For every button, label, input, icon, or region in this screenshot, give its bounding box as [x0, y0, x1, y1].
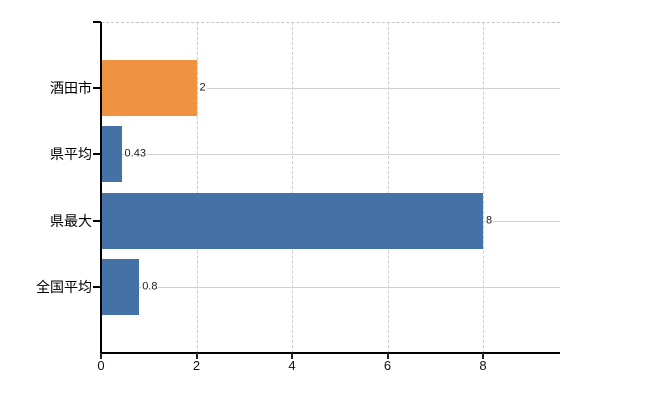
y-axis-tick: [93, 87, 101, 90]
bar-県最大: [101, 192, 483, 249]
category-label-県最大: 県最大: [50, 212, 92, 229]
x-axis-tick: [195, 353, 198, 359]
y-axis-tick: [93, 153, 101, 156]
horizontal-gridline: [101, 154, 560, 156]
vertical-gridline: [483, 22, 484, 353]
plot-area: 2 0.43 8 0.8: [101, 22, 560, 353]
y-axis-tick: [93, 21, 101, 23]
category-label-県平均: 県平均: [50, 146, 92, 163]
x-axis-tick: [482, 353, 484, 359]
x-axis-tick-label-4: 4: [288, 358, 296, 373]
x-axis-tick-label-6: 6: [383, 358, 392, 373]
value-label-県平均: 0.43: [123, 147, 147, 161]
x-axis-tick: [291, 353, 293, 359]
horizontal-gridline: [101, 88, 560, 90]
bar-県平均: [101, 126, 122, 183]
y-axis-tick: [93, 285, 101, 288]
y-axis-tick: [93, 219, 101, 222]
plot-top-border: [101, 22, 560, 23]
vertical-gridline: [292, 22, 293, 353]
horizontal-gridline: [101, 286, 560, 288]
value-label-県最大: 8: [485, 214, 494, 228]
x-axis-tick-label-2: 2: [192, 358, 201, 373]
bar-酒田市: [101, 60, 197, 117]
x-axis-tick: [386, 353, 389, 359]
value-label-全国平均: 0.8: [141, 280, 159, 294]
x-axis-line: [100, 352, 560, 354]
x-axis-tick: [100, 353, 102, 359]
category-label-全国平均: 全国平均: [36, 278, 92, 295]
vertical-gridline: [196, 22, 198, 353]
vertical-gridline: [387, 22, 389, 353]
bar-全国平均: [101, 258, 140, 315]
x-axis-tick-label-0: 0: [97, 358, 105, 373]
x-axis-tick-label-8: 8: [479, 358, 487, 373]
y-axis-line: [100, 22, 102, 353]
category-label-酒田市: 酒田市: [50, 80, 92, 97]
value-label-酒田市: 2: [198, 81, 207, 95]
